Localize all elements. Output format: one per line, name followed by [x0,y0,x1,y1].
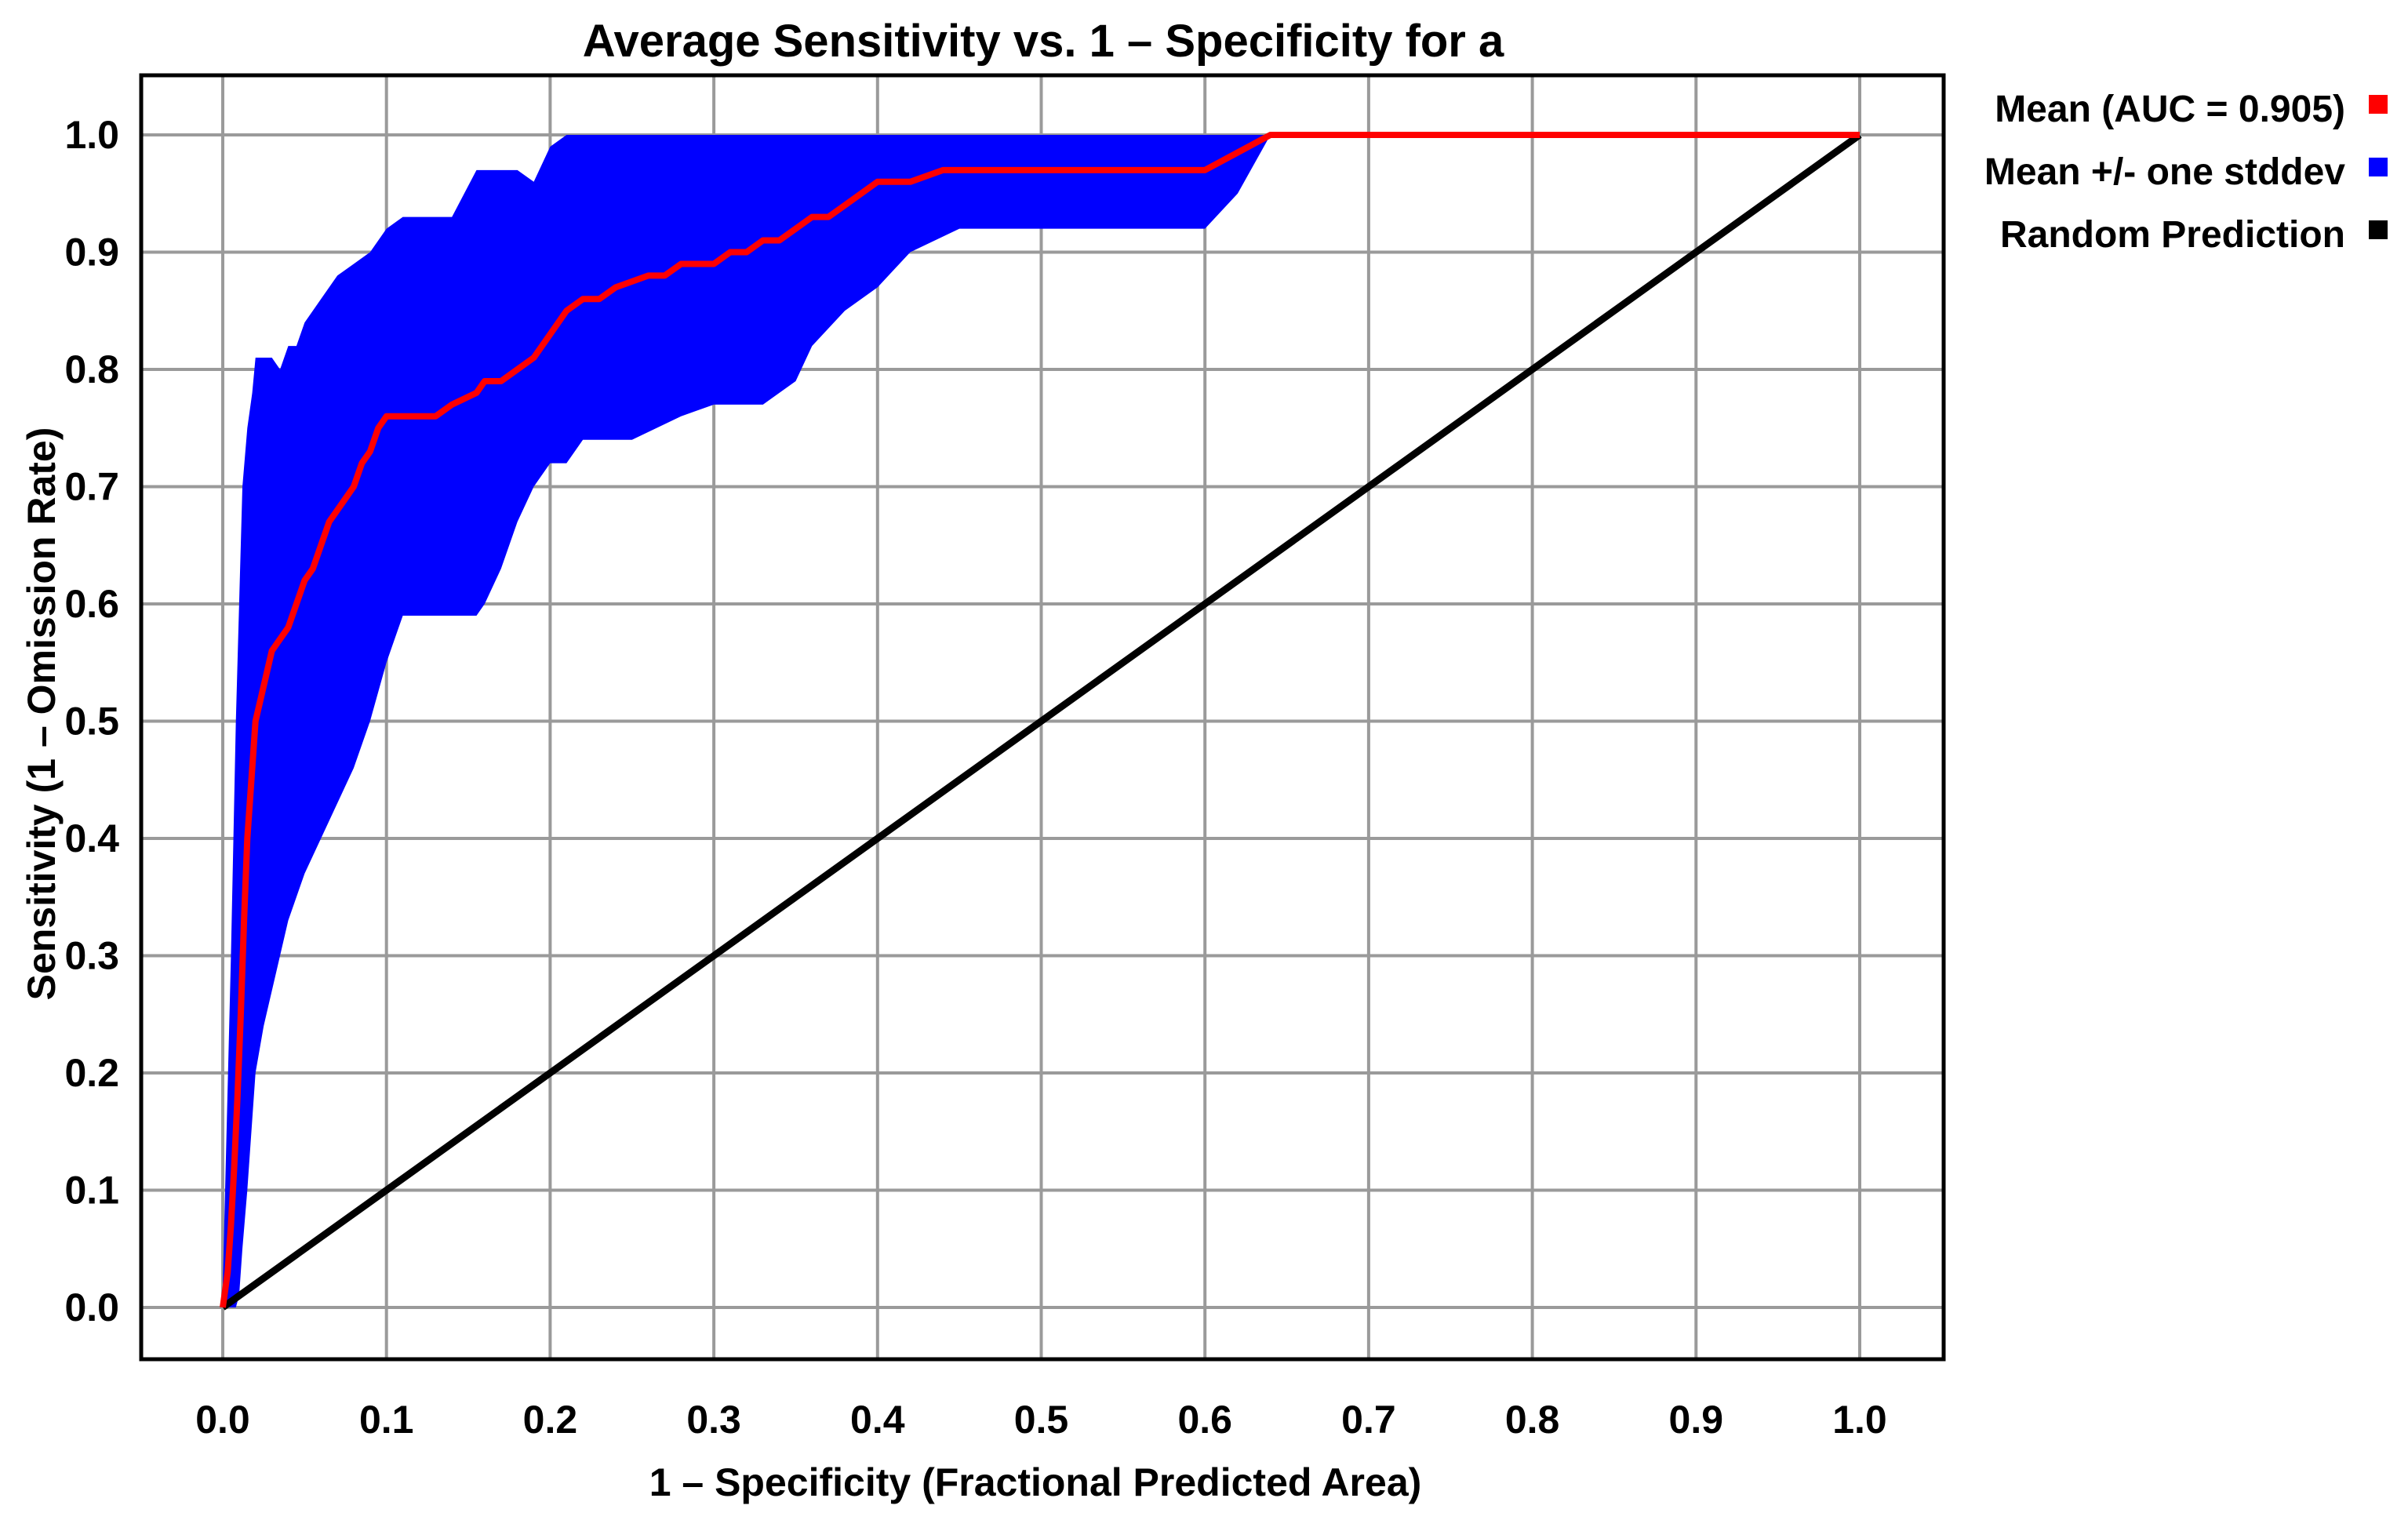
y-tick-label: 0.2 [64,1051,119,1095]
y-tick-label: 0.3 [64,934,119,978]
x-tick-label: 0.6 [1177,1398,1232,1442]
chart-title: Average Sensitivity vs. 1 – Specificity … [583,16,1504,67]
legend-label: Mean +/- one stddev [1984,151,2345,193]
x-tick-label: 0.7 [1341,1398,1396,1442]
y-tick-label: 0.8 [64,347,119,391]
x-tick-label: 0.4 [850,1398,905,1442]
legend: Mean (AUC = 0.905) Mean +/- one stddev Ran… [1984,89,2388,256]
stddev-band-layer [223,135,1860,1307]
y-tick-label: 0.0 [64,1285,119,1329]
x-tick-label: 0.9 [1669,1398,1724,1442]
random-prediction-line [220,132,1862,1311]
legend-label: Mean (AUC = 0.905) [1995,89,2345,130]
y-tick-label: 0.6 [64,582,119,626]
x-tick-label: 0.8 [1505,1398,1560,1442]
series-lines-layer [220,132,1862,1311]
x-tick-label: 0.2 [523,1398,578,1442]
x-tick-label: 0.1 [359,1398,414,1442]
x-axis-label: 1 – Specificity (Fractional Predicted Ar… [649,1460,1422,1504]
legend-label: Random Prediction [2000,214,2345,256]
y-tick-label: 0.7 [64,465,119,509]
y-tick-label: 0.5 [64,700,119,744]
y-tick-labels: 0.0 0.1 0.2 0.3 0.4 0.5 0.6 0.7 0.8 0.9 1.0 [64,113,119,1329]
x-tick-label: 0.3 [686,1398,741,1442]
x-tick-labels: 0.0 0.1 0.2 0.3 0.4 0.5 0.6 0.7 0.8 0.9 1.0 [195,1398,1887,1442]
y-axis-label: Sensitivity (1 – Omission Rate) [20,427,64,1001]
x-tick-label: 0.5 [1014,1398,1069,1442]
legend-swatch [2369,95,2388,114]
y-tick-label: 0.9 [64,231,119,275]
stddev-band [223,135,1860,1307]
x-tick-label: 0.0 [195,1398,250,1442]
plot-frame [139,73,1946,1362]
y-tick-label: 0.1 [64,1169,119,1213]
legend-swatch [2369,220,2388,239]
y-tick-label: 0.4 [64,816,119,860]
y-tick-label: 1.0 [64,113,119,157]
x-tick-label: 1.0 [1832,1398,1887,1442]
mean-roc-line [220,132,1860,1308]
legend-swatch [2369,158,2388,176]
